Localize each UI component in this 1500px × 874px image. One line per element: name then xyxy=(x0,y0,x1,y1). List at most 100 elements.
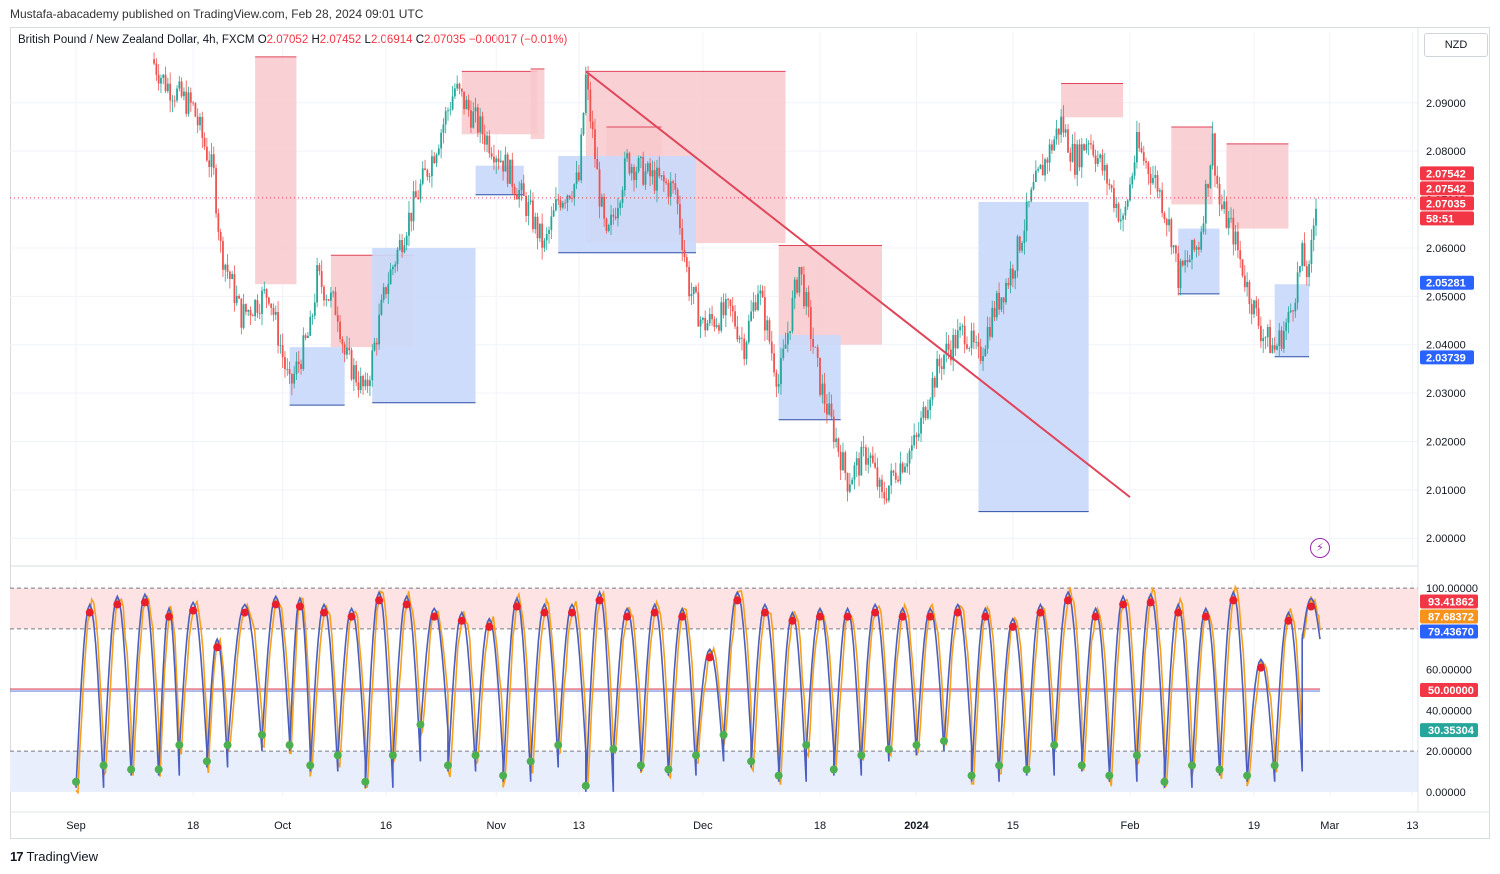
candle-body xyxy=(633,167,635,181)
candle-body xyxy=(1025,201,1028,231)
candle-body xyxy=(228,271,231,279)
candle-body xyxy=(1278,330,1281,347)
candle-body xyxy=(355,365,358,383)
candle-body xyxy=(676,189,679,205)
candle-body xyxy=(375,342,378,345)
candle-body xyxy=(1172,245,1175,248)
candle-body xyxy=(538,223,541,239)
oversold-signal-dot xyxy=(912,741,921,750)
candle-body xyxy=(626,153,629,159)
candle-body xyxy=(1037,168,1040,171)
candle-body xyxy=(582,112,585,135)
lightning-icon[interactable]: ⚡ xyxy=(1310,538,1330,558)
time-axis-label: Sep xyxy=(66,820,86,832)
candle-body xyxy=(277,311,279,346)
candle-body xyxy=(329,292,332,301)
price-tag-bg xyxy=(1420,196,1474,211)
candle-body xyxy=(878,479,881,487)
candle-body xyxy=(254,299,257,317)
candle-body xyxy=(1301,243,1304,267)
candle-body xyxy=(803,274,805,307)
oversold-signal-dot xyxy=(471,751,480,760)
candle-body xyxy=(405,235,408,246)
candle-body xyxy=(936,358,939,388)
candle-body xyxy=(1149,174,1152,184)
currency-button[interactable]: NZD xyxy=(1424,33,1488,57)
candle-body xyxy=(548,230,550,234)
candle-body xyxy=(476,107,479,133)
price-tag-bg xyxy=(1420,211,1474,226)
candle-body xyxy=(589,89,592,122)
candle-body xyxy=(284,357,286,370)
candle-body xyxy=(858,458,860,476)
overbought-signal-dot xyxy=(213,643,222,652)
candle-body xyxy=(571,198,573,199)
candle-body xyxy=(614,216,617,219)
candle-body xyxy=(1051,144,1053,151)
candle-body xyxy=(910,445,913,451)
candle-body xyxy=(192,102,195,104)
candle-body xyxy=(986,327,989,349)
candle-body xyxy=(1099,154,1102,159)
candle-body xyxy=(782,348,785,358)
tradingview-brand[interactable]: 17 TradingView xyxy=(10,849,98,864)
candle-body xyxy=(1158,190,1161,192)
candle-body xyxy=(1028,201,1030,203)
oversold-signal-dot xyxy=(1270,761,1279,770)
candle-body xyxy=(1005,282,1007,303)
candle-body xyxy=(968,347,971,349)
candle-body xyxy=(662,175,665,182)
candle-body xyxy=(887,485,890,501)
time-axis-label: Feb xyxy=(1121,820,1140,832)
candle-body xyxy=(1030,189,1033,202)
candle-body xyxy=(447,110,449,112)
candle-body xyxy=(947,343,950,350)
candle-body xyxy=(642,156,645,185)
candle-body xyxy=(924,407,927,419)
candle-body xyxy=(426,170,429,177)
candle-body xyxy=(506,154,509,184)
price-axis-label: 2.09000 xyxy=(1426,98,1466,110)
candle-body xyxy=(876,467,879,487)
candle-body xyxy=(421,168,424,184)
oversold-signal-dot xyxy=(857,751,866,760)
candle-body xyxy=(1113,188,1115,209)
candle-body xyxy=(502,160,505,172)
candle-body xyxy=(1195,247,1198,250)
candle-body xyxy=(722,302,725,316)
candle-body xyxy=(543,240,546,248)
candle-body xyxy=(701,317,704,320)
candle-body xyxy=(846,473,849,492)
candle-body xyxy=(428,176,431,177)
candle-body xyxy=(1094,155,1097,164)
candle-body xyxy=(1092,144,1095,156)
candle-body xyxy=(1156,175,1159,192)
candle-body xyxy=(1305,266,1308,278)
candle-body xyxy=(1131,175,1134,185)
candle-body xyxy=(674,183,677,190)
candle-body xyxy=(169,83,172,101)
candle-body xyxy=(265,289,268,298)
candle-body xyxy=(1080,144,1083,168)
symbol-legend[interactable]: British Pound / New Zealand Dollar, 4h, … xyxy=(18,34,567,46)
price-axis-label: 2.01000 xyxy=(1426,485,1466,497)
overbought-signal-dot xyxy=(457,616,466,625)
candle-body xyxy=(313,302,316,316)
candle-body xyxy=(917,433,920,438)
candle-body xyxy=(869,455,872,459)
demand-zone xyxy=(1274,284,1310,357)
oversold-signal-dot xyxy=(285,741,294,750)
candle-body xyxy=(414,191,417,198)
candle-body xyxy=(784,344,787,349)
candle-body xyxy=(1122,215,1125,220)
candle-body xyxy=(805,292,808,307)
osc-value-tag-label: 30.35304 xyxy=(1428,725,1475,737)
candle-body xyxy=(442,124,445,133)
price-axis-label: 2.08000 xyxy=(1426,146,1466,158)
candle-body xyxy=(768,320,771,342)
candle-body xyxy=(1085,144,1088,151)
change-value: −0.00017 (−0.01%) xyxy=(468,34,568,46)
candle-body xyxy=(424,168,426,171)
candle-body xyxy=(830,403,833,417)
